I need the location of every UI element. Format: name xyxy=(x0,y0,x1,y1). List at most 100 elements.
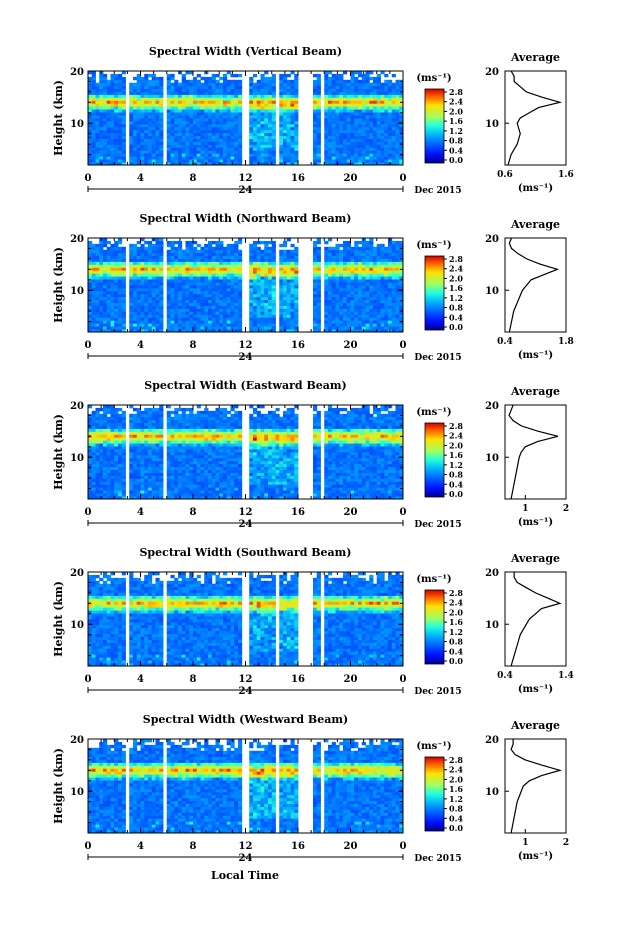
heatmap-cell xyxy=(99,305,104,309)
heatmap-cell xyxy=(110,79,115,84)
heatmap-cell xyxy=(361,287,366,292)
heatmap-cell xyxy=(95,273,100,277)
heatmap-cell xyxy=(249,112,254,116)
heatmap-cell xyxy=(106,299,111,304)
heatmap-cell xyxy=(211,106,216,110)
heatmap-cell xyxy=(151,258,156,262)
heatmap-cell xyxy=(200,156,205,160)
heatmap-cell xyxy=(103,323,108,327)
heatmap-cell xyxy=(290,287,295,292)
heatmap-cell xyxy=(103,97,108,101)
heatmap-cell xyxy=(376,115,381,119)
heatmap-cell xyxy=(88,138,93,142)
heatmap-cell xyxy=(316,258,321,262)
heatmap-cell xyxy=(110,299,115,304)
heatmap-cell xyxy=(136,103,141,107)
heatmap-cell xyxy=(114,141,119,145)
heatmap-cell xyxy=(346,150,351,154)
heatmap-cell xyxy=(103,314,108,318)
heatmap-cell xyxy=(95,496,100,500)
heatmap-cell xyxy=(260,305,265,309)
heatmap-cell xyxy=(365,252,370,257)
heatmap-cell xyxy=(204,276,209,280)
heatmap-cell xyxy=(204,91,209,95)
heatmap-cell xyxy=(260,311,265,315)
heatmap-cell xyxy=(286,296,291,301)
heatmap-cell xyxy=(103,410,108,415)
heatmap-cell xyxy=(279,162,284,166)
heatmap-cell xyxy=(361,255,366,259)
heatmap-cell xyxy=(151,252,156,257)
heatmap-cell xyxy=(185,308,190,312)
heatmap-cell xyxy=(268,308,273,312)
heatmap-cell xyxy=(91,147,96,151)
heatmap-cell xyxy=(193,159,198,163)
heatmap-cell xyxy=(395,305,400,309)
heatmap-cell xyxy=(283,109,288,113)
heatmap-cell xyxy=(106,416,111,421)
heatmap-cell xyxy=(204,147,209,151)
heatmap-cell xyxy=(283,82,288,87)
heatmap-cell xyxy=(211,240,216,245)
heatmap-cell xyxy=(384,162,389,166)
heatmap-cell xyxy=(106,443,111,447)
heatmap-cell xyxy=(110,443,115,447)
heatmap-cell xyxy=(118,94,123,98)
heatmap-cell xyxy=(343,144,348,148)
heatmap-cell xyxy=(391,150,396,154)
heatmap-cell xyxy=(373,276,378,280)
heatmap-cell xyxy=(223,276,228,280)
heatmap-cell xyxy=(346,82,351,87)
heatmap-cell xyxy=(365,246,370,251)
heatmap-cell xyxy=(204,126,209,131)
heatmap-cell xyxy=(331,112,336,116)
heatmap-cell xyxy=(178,285,183,289)
heatmap-cell xyxy=(253,94,258,98)
heatmap-cell xyxy=(358,73,363,78)
heatmap-cell xyxy=(103,276,108,280)
heatmap-cell xyxy=(88,243,93,248)
heatmap-cell xyxy=(185,246,190,251)
heatmap-cell xyxy=(268,252,273,257)
heatmap-cell xyxy=(346,302,351,306)
heatmap-cell xyxy=(95,112,100,116)
heatmap-cell xyxy=(129,123,134,128)
heatmap-cell xyxy=(331,252,336,257)
heatmap-cell xyxy=(279,243,284,248)
heatmap-cell xyxy=(95,446,100,450)
heatmap-cell xyxy=(343,246,348,251)
heatmap-cell xyxy=(365,94,370,98)
heatmap-cell xyxy=(361,311,366,315)
heatmap-cell xyxy=(118,147,123,151)
heatmap-cell xyxy=(271,246,276,251)
heatmap-cell xyxy=(114,446,119,450)
heatmap-cell xyxy=(279,100,284,104)
heatmap-cell xyxy=(260,261,265,265)
heatmap-cell xyxy=(118,153,123,157)
heatmap-cell xyxy=(211,285,216,289)
heatmap-cell xyxy=(328,285,333,289)
heatmap-cell xyxy=(196,311,201,315)
heatmap-cell xyxy=(174,115,179,119)
heatmap-cell xyxy=(211,91,216,95)
heatmap-cell xyxy=(110,126,115,131)
heatmap-cell xyxy=(365,296,370,301)
heatmap-cell xyxy=(373,320,378,324)
heatmap-cell xyxy=(129,159,134,163)
heatmap-cell xyxy=(230,276,235,280)
heatmap-cell xyxy=(256,159,261,163)
heatmap-cell xyxy=(290,258,295,262)
heatmap-cell xyxy=(181,97,186,101)
heatmap-cell xyxy=(174,118,179,122)
heatmap-cell xyxy=(346,135,351,139)
heatmap-cell xyxy=(114,85,119,90)
heatmap-cell xyxy=(151,147,156,151)
heatmap-cell xyxy=(361,138,366,142)
heatmap-cell xyxy=(361,85,366,90)
heatmap-cell xyxy=(118,97,123,101)
heatmap-cell xyxy=(136,329,141,333)
heatmap-cell xyxy=(328,276,333,280)
heatmap-cell xyxy=(106,285,111,289)
heatmap-cell xyxy=(129,94,134,98)
heatmap-cell xyxy=(358,255,363,259)
